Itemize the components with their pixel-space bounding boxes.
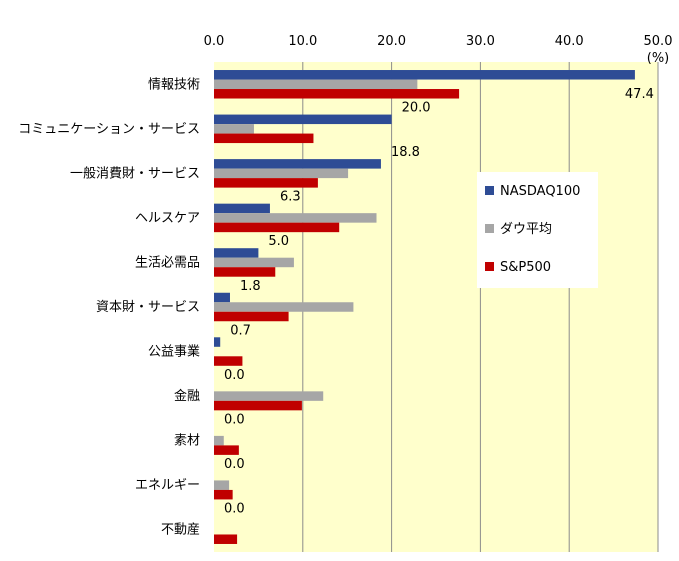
category-labels: 情報技術コミュニケーション・サービス一般消費財・サービスヘルスケア生活必需品資本… [18, 77, 200, 537]
category-label: 生活必需品 [135, 255, 200, 270]
data-label: 0.0 [224, 368, 245, 383]
x-tick-label: 40.0 [555, 34, 584, 49]
x-tick-label: 50.0 [644, 34, 673, 49]
bar-0-1 [214, 114, 392, 125]
bar-0-0 [214, 70, 635, 80]
unit-label: (%) [647, 51, 670, 66]
category-label: 素材 [174, 434, 200, 449]
bar-2-3 [214, 222, 340, 233]
bar-1-8 [214, 435, 224, 446]
data-labels: 47.4 20.0 18.8 6.3 5.0 1.8 0.7 0.0 0.0 0.0 0.0 [224, 87, 654, 516]
bar-2-0 [214, 89, 460, 99]
bars [214, 70, 635, 544]
grid [302, 62, 659, 552]
bar-0-6 [214, 337, 221, 347]
x-tick-label: 10.0 [288, 34, 317, 49]
legend-swatch [485, 224, 494, 233]
bar-1-4 [214, 257, 294, 268]
data-label: 47.4 [625, 87, 654, 102]
category-label: 情報技術 [148, 77, 200, 92]
category-label: 資本財・サービス [96, 300, 200, 315]
category-label: 一般消費財・サービス [70, 165, 200, 181]
bar-1-2 [214, 168, 349, 179]
bar-2-6 [214, 356, 243, 366]
data-label: 0.0 [224, 457, 245, 472]
legend-label: ダウ平均 [500, 222, 552, 237]
bar-1-9 [214, 480, 230, 490]
bar-0-2 [214, 159, 381, 169]
x-tick-label: 0.0 [204, 34, 225, 49]
bar-2-7 [214, 400, 302, 411]
data-label: 0.0 [224, 412, 245, 427]
data-label: 0.7 [230, 323, 251, 338]
bar-2-8 [214, 445, 239, 455]
category-label: コミュニケーション・サービス [18, 122, 200, 137]
legend-label: S&P500 [500, 260, 551, 275]
x-tick-label: 20.0 [377, 34, 406, 49]
legend-label: NASDAQ100 [500, 184, 580, 199]
data-label: 18.8 [391, 145, 420, 160]
bar-0-4 [214, 248, 259, 258]
x-tick-label: 30.0 [466, 34, 495, 49]
bar-1-1 [214, 124, 254, 134]
category-label: 金融 [174, 388, 200, 404]
bar-2-5 [214, 311, 289, 322]
legend-swatch [485, 262, 494, 271]
bar-2-2 [214, 178, 318, 188]
data-label: 20.0 [402, 101, 431, 116]
bar-2-10 [214, 534, 238, 544]
bar-2-1 [214, 133, 314, 144]
data-label: 5.0 [268, 234, 289, 249]
bar-1-7 [214, 391, 324, 401]
bar-1-3 [214, 213, 377, 223]
bar-2-4 [214, 267, 276, 277]
bar-0-3 [214, 203, 270, 214]
data-label: 6.3 [280, 190, 301, 205]
category-label: 公益事業 [148, 344, 200, 360]
bar-2-9 [214, 489, 233, 500]
bar-1-0 [214, 79, 418, 90]
x-axis-ticks: 0.0 10.0 20.0 30.0 40.0 50.0 [204, 34, 673, 49]
bar-1-5 [214, 302, 354, 312]
data-label: 0.0 [224, 501, 245, 516]
legend-box [477, 172, 598, 288]
legend: NASDAQ100 ダウ平均 S&P500 [477, 172, 598, 288]
bar-0-5 [214, 292, 230, 303]
legend-swatch [485, 186, 494, 195]
data-label: 1.8 [240, 279, 261, 294]
category-label: 不動産 [161, 522, 200, 538]
category-label: ヘルスケア [135, 211, 200, 226]
category-label: エネルギー [135, 478, 200, 493]
